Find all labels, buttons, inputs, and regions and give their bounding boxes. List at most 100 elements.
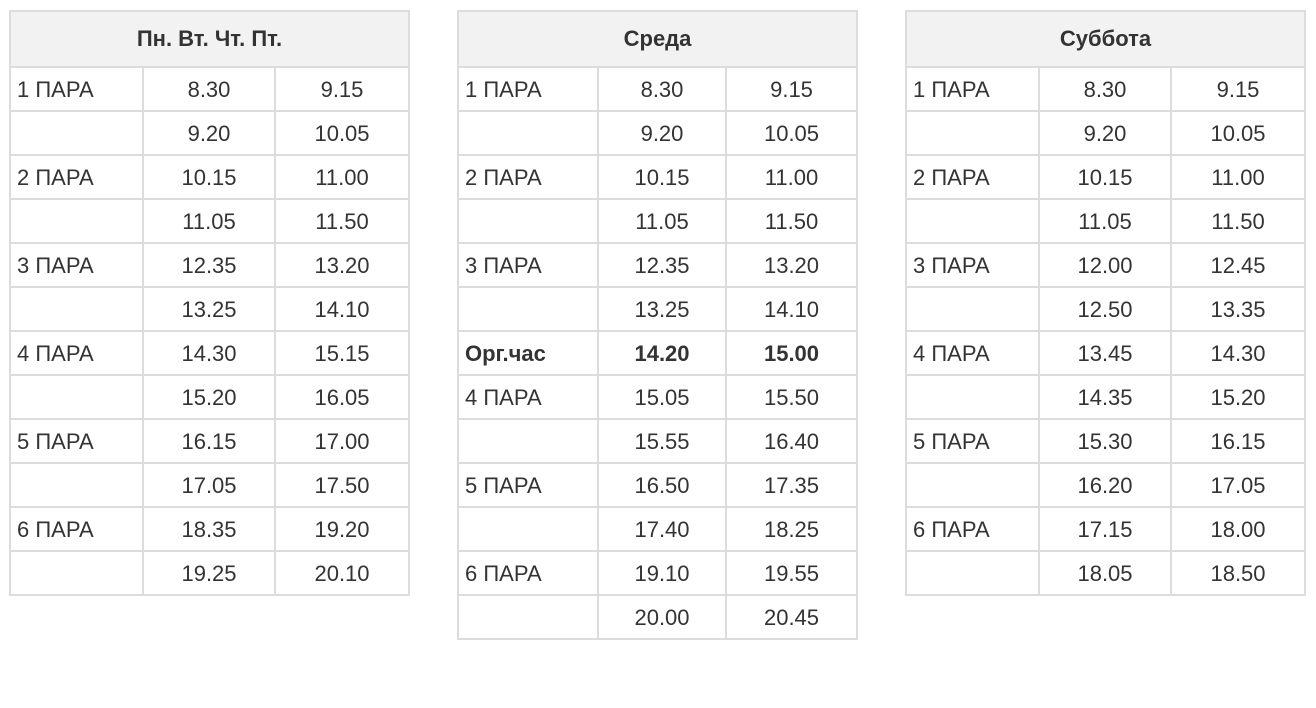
end-time: 19.20 (274, 506, 410, 552)
row-label: 1 ПАРА (905, 66, 1040, 112)
row-label: 1 ПАРА (9, 66, 144, 112)
row-label: 3 ПАРА (905, 242, 1040, 288)
table-row: 5 ПАРА 16.15 17.00 (9, 418, 410, 464)
start-time: 14.35 (1038, 374, 1172, 420)
start-time: 10.15 (597, 154, 727, 200)
start-time: 16.20 (1038, 462, 1172, 508)
start-time: 15.30 (1038, 418, 1172, 464)
table-row: 4 ПАРА 13.45 14.30 (905, 330, 1307, 376)
start-time: 11.05 (597, 198, 727, 244)
end-time: 20.45 (724, 594, 859, 640)
start-time: 15.20 (142, 374, 276, 420)
start-time: 15.55 (597, 418, 727, 464)
end-time: 14.10 (274, 286, 410, 332)
row-label (905, 462, 1040, 508)
table-header: Пн. Вт. Чт. Пт. (9, 10, 410, 68)
table-row: 9.20 10.05 (9, 110, 410, 156)
row-label: 3 ПАРА (9, 242, 144, 288)
end-time: 16.40 (724, 418, 859, 464)
table-header: Среда (456, 10, 859, 68)
row-label: 4 ПАРА (9, 330, 144, 376)
table-row: 4 ПАРА 15.05 15.50 (457, 374, 859, 420)
row-label (905, 286, 1040, 332)
start-time: 14.20 (597, 330, 727, 376)
table-row: 3 ПАРА 12.00 12.45 (905, 242, 1307, 288)
table-header: Суббота (904, 10, 1307, 68)
table-row: 2 ПАРА 10.15 11.00 (905, 154, 1307, 200)
end-time: 13.20 (724, 242, 859, 288)
start-time: 8.30 (142, 66, 276, 112)
end-time: 20.10 (274, 550, 410, 596)
start-time: 9.20 (597, 110, 727, 156)
end-time: 10.05 (724, 110, 859, 156)
end-time: 9.15 (274, 66, 410, 112)
table-row: 13.25 14.10 (457, 286, 859, 332)
row-label: 5 ПАРА (9, 418, 144, 464)
end-time: 11.00 (1169, 154, 1307, 200)
row-label (9, 110, 144, 156)
table-row: 18.05 18.50 (905, 550, 1307, 596)
table-row: 11.05 11.50 (905, 198, 1307, 244)
row-label: 4 ПАРА (457, 374, 599, 420)
start-time: 12.50 (1038, 286, 1172, 332)
start-time: 17.05 (142, 462, 276, 508)
table-row: 16.20 17.05 (905, 462, 1307, 508)
end-time: 18.50 (1169, 550, 1307, 596)
row-label: 6 ПАРА (905, 506, 1040, 552)
end-time: 9.15 (724, 66, 859, 112)
start-time: 16.15 (142, 418, 276, 464)
row-label: 4 ПАРА (905, 330, 1040, 376)
end-time: 10.05 (1169, 110, 1307, 156)
table-row: 3 ПАРА 12.35 13.20 (9, 242, 410, 288)
table-row: 1 ПАРА 8.30 9.15 (457, 66, 859, 112)
end-time: 15.20 (1169, 374, 1307, 420)
end-time: 14.10 (724, 286, 859, 332)
end-time: 17.00 (274, 418, 410, 464)
table-row: 17.40 18.25 (457, 506, 859, 552)
table-header-row: Среда (456, 10, 859, 68)
end-time: 15.15 (274, 330, 410, 376)
row-label (9, 198, 144, 244)
end-time: 12.45 (1169, 242, 1307, 288)
row-label (9, 462, 144, 508)
start-time: 10.15 (142, 154, 276, 200)
table-row: 2 ПАРА 10.15 11.00 (457, 154, 859, 200)
row-label (457, 418, 599, 464)
schedule-table-wednesday: Среда 1 ПАРА 8.30 9.15 9.20 10.05 2 ПАРА 10.15… (456, 10, 859, 640)
end-time: 9.15 (1169, 66, 1307, 112)
start-time: 15.05 (597, 374, 727, 420)
end-time: 11.00 (274, 154, 410, 200)
row-label: 5 ПАРА (905, 418, 1040, 464)
start-time: 13.25 (142, 286, 276, 332)
end-time: 14.30 (1169, 330, 1307, 376)
start-time: 10.15 (1038, 154, 1172, 200)
table-row: 3 ПАРА 12.35 13.20 (457, 242, 859, 288)
row-label (905, 110, 1040, 156)
start-time: 19.25 (142, 550, 276, 596)
start-time: 16.50 (597, 462, 727, 508)
end-time: 18.00 (1169, 506, 1307, 552)
end-time: 15.00 (724, 330, 859, 376)
row-label: Орг.час (457, 330, 599, 376)
row-label (9, 550, 144, 596)
end-time: 11.00 (724, 154, 859, 200)
start-time: 12.35 (597, 242, 727, 288)
start-time: 12.35 (142, 242, 276, 288)
start-time: 19.10 (597, 550, 727, 596)
end-time: 17.05 (1169, 462, 1307, 508)
table-row: 5 ПАРА 16.50 17.35 (457, 462, 859, 508)
table-row: 19.25 20.10 (9, 550, 410, 596)
row-label: 3 ПАРА (457, 242, 599, 288)
end-time: 16.15 (1169, 418, 1307, 464)
start-time: 9.20 (142, 110, 276, 156)
table-row: 9.20 10.05 (457, 110, 859, 156)
end-time: 16.05 (274, 374, 410, 420)
start-time: 17.40 (597, 506, 727, 552)
end-time: 18.25 (724, 506, 859, 552)
end-time: 11.50 (1169, 198, 1307, 244)
row-label (905, 550, 1040, 596)
start-time: 11.05 (1038, 198, 1172, 244)
row-label: 6 ПАРА (9, 506, 144, 552)
end-time: 17.50 (274, 462, 410, 508)
table-row: 14.35 15.20 (905, 374, 1307, 420)
